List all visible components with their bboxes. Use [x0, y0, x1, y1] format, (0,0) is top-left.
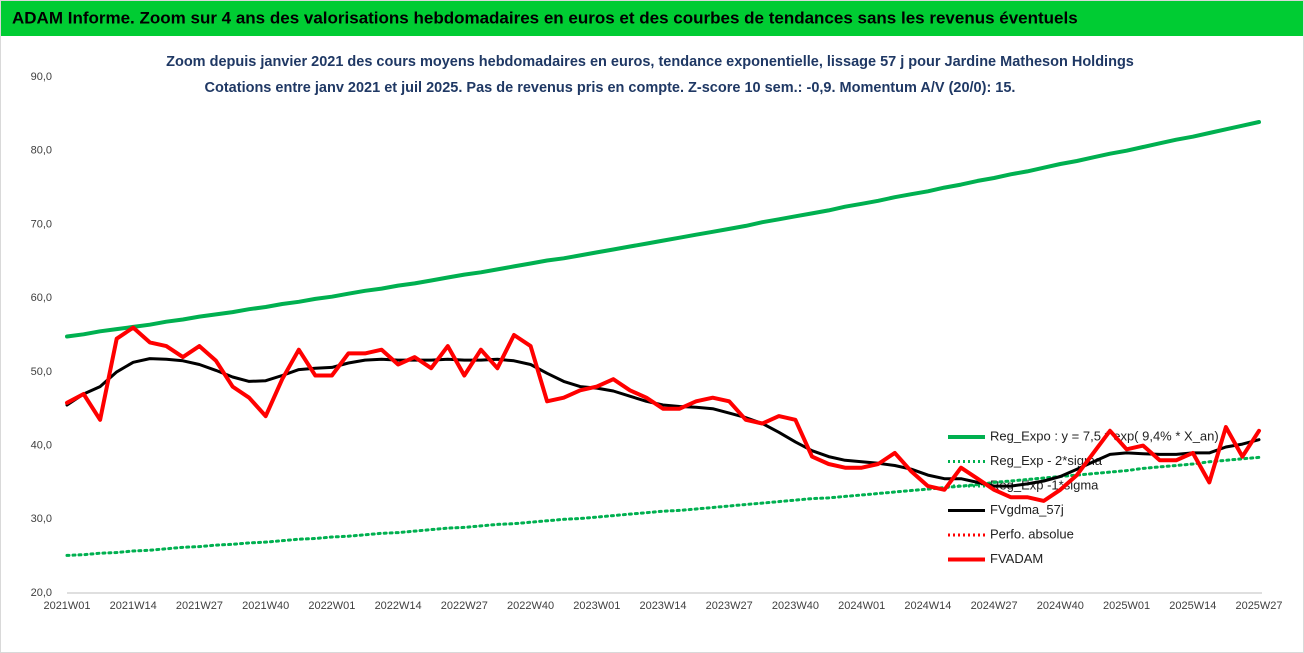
x-tick-label: 2021W27	[176, 600, 223, 612]
x-tick-label: 2024W27	[971, 600, 1018, 612]
y-tick-label: 30,0	[31, 513, 52, 525]
x-tick-label: 2025W27	[1235, 600, 1282, 612]
x-tick-label: 2023W40	[772, 600, 819, 612]
legend-label: Perfo. absolue	[990, 526, 1074, 541]
x-tick-label: 2022W27	[441, 600, 488, 612]
x-tick-label: 2025W01	[1103, 600, 1150, 612]
x-tick-label: 2022W01	[308, 600, 355, 612]
x-tick-label: 2021W01	[43, 600, 90, 612]
x-tick-label: 2024W40	[1037, 600, 1084, 612]
series-line	[65, 325, 1261, 503]
legend-label: FVgdma_57j	[990, 502, 1064, 517]
x-tick-label: 2024W01	[838, 600, 885, 612]
title-bar	[1, 1, 1303, 36]
chart-subtitle: Zoom depuis janvier 2021 des cours moyen…	[166, 54, 1134, 70]
y-tick-label: 80,0	[31, 145, 52, 157]
series-line	[65, 357, 1261, 488]
x-tick-label: 2023W14	[639, 600, 686, 612]
x-tick-label: 2023W01	[573, 600, 620, 612]
y-tick-label: 40,0	[31, 439, 52, 451]
x-tick-label: 2021W14	[110, 600, 157, 612]
x-tick-label: 2023W27	[706, 600, 753, 612]
x-tick-label: 2022W40	[507, 600, 554, 612]
x-tick-label: 2024W14	[904, 600, 951, 612]
x-tick-label: 2025W14	[1169, 600, 1216, 612]
chart-subtitle: Cotations entre janv 2021 et juil 2025. …	[205, 80, 1016, 96]
y-tick-label: 90,0	[31, 71, 52, 83]
x-tick-label: 2021W40	[242, 600, 289, 612]
series-line	[65, 120, 1261, 339]
x-tick-label: 2022W14	[375, 600, 422, 612]
y-tick-label: 50,0	[31, 366, 52, 378]
legend-label: Reg_Exp - 2*sigma	[990, 453, 1103, 468]
y-tick-label: 70,0	[31, 218, 52, 230]
chart-title: ADAM Informe. Zoom sur 4 ans des valoris…	[12, 8, 1078, 27]
y-tick-label: 60,0	[31, 292, 52, 304]
legend-label: FVADAM	[990, 551, 1043, 566]
y-tick-label: 20,0	[31, 587, 52, 599]
